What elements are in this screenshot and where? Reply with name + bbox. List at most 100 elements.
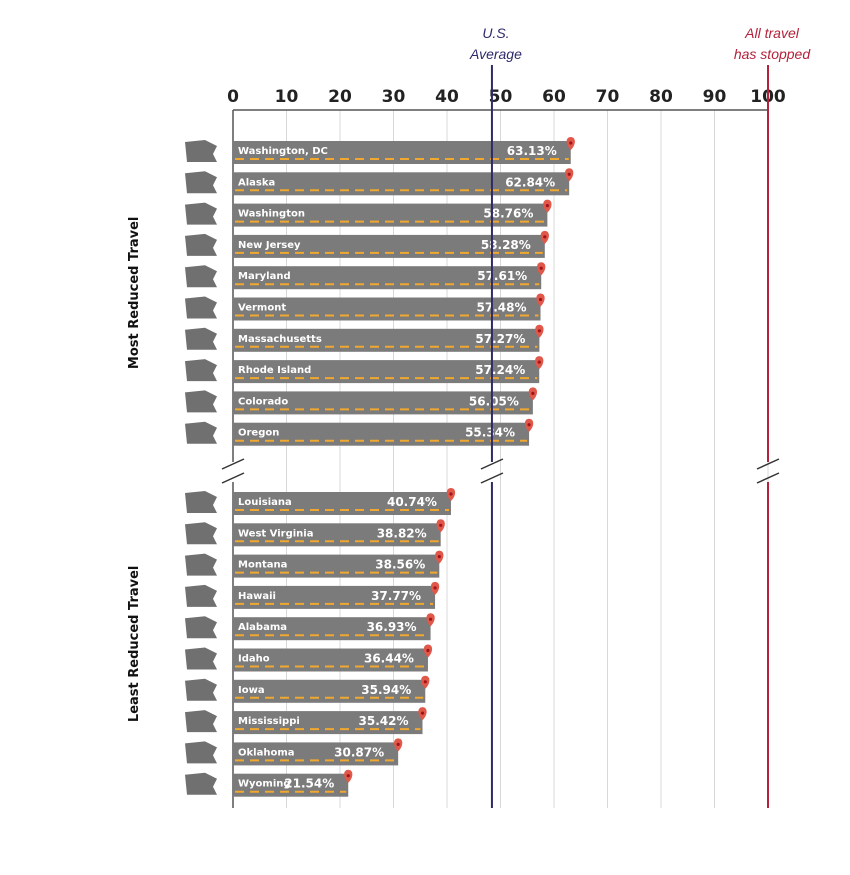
bar-category-label: Alaska	[238, 177, 275, 188]
axis-break-mark	[221, 472, 245, 484]
reference-label: has stopped	[734, 46, 811, 62]
state-shape-icon	[185, 491, 217, 513]
bar-category-label: Massachusetts	[238, 334, 322, 345]
x-tick-label: 80	[649, 87, 673, 107]
bar-category-label: Hawaii	[238, 591, 276, 602]
location-pin-dot	[439, 523, 443, 527]
x-tick-label: 10	[275, 87, 299, 107]
location-pin-dot	[537, 329, 541, 333]
axis-break-mark	[756, 458, 780, 470]
state-shape-icon	[185, 171, 217, 194]
state-shape-icon	[185, 647, 217, 670]
location-pin-dot	[527, 423, 531, 427]
location-pin-dot	[426, 648, 430, 653]
bar-category-label: Maryland	[238, 271, 291, 282]
x-tick-label: 90	[703, 87, 727, 107]
location-pin-dot	[396, 742, 400, 747]
group-label: Most Reduced Travel	[127, 217, 142, 369]
bar-value-label: 57.27%	[475, 332, 525, 346]
state-shape-icon	[185, 584, 217, 607]
reference-label: Average	[469, 46, 522, 62]
axis-break-mark	[480, 472, 504, 484]
state-shape-icon	[185, 741, 217, 764]
bar-value-label: 21.54%	[284, 777, 334, 791]
x-tick-label: 60	[542, 87, 566, 107]
state-shape-icon	[185, 233, 217, 256]
bar-category-label: Colorado	[238, 396, 288, 407]
state-shape-icon	[185, 390, 217, 413]
reference-label: All travel	[744, 25, 800, 41]
location-pin-dot	[569, 141, 573, 145]
state-shape-icon	[185, 140, 217, 162]
bar-category-label: Iowa	[238, 685, 265, 696]
bar-value-label: 55.34%	[465, 426, 515, 440]
state-shape-icon	[185, 772, 217, 795]
axis-break-mark	[480, 458, 504, 470]
bar-category-label: Washington	[238, 209, 305, 220]
group-label: Least Reduced Travel	[127, 566, 142, 722]
location-pin-dot	[437, 555, 441, 559]
location-pin-dot	[346, 774, 350, 778]
bar-value-label: 30.87%	[334, 745, 384, 759]
x-tick-label: 20	[328, 87, 352, 107]
bar-value-label: 35.42%	[359, 714, 409, 728]
state-shape-icon	[185, 202, 217, 225]
bar-value-label: 40.74%	[387, 495, 437, 509]
bar	[233, 422, 530, 446]
state-shape-icon	[185, 421, 217, 444]
location-pin-dot	[433, 586, 437, 590]
bar-category-label: Oregon	[238, 428, 279, 439]
bar-value-label: 57.24%	[475, 363, 525, 377]
location-pin-dot	[531, 391, 535, 395]
bar-value-label: 38.56%	[375, 558, 425, 572]
state-shape-icon	[185, 327, 217, 350]
location-pin-dot	[538, 297, 543, 302]
bar-value-label: 57.48%	[477, 301, 527, 315]
bar-category-label: Alabama	[238, 622, 287, 633]
state-shape-icon	[185, 710, 217, 733]
location-pin-dot	[423, 680, 427, 684]
bar-category-label: Idaho	[238, 654, 270, 665]
state-shape-icon	[185, 616, 217, 639]
bar-category-label: Oklahoma	[238, 747, 294, 758]
bar-category-label: Rhode Island	[238, 365, 311, 376]
location-pin-dot	[543, 235, 547, 239]
x-tick-label: 30	[382, 87, 406, 107]
bar-category-label: Washington, DC	[238, 146, 328, 157]
state-shape-icon	[185, 265, 217, 288]
x-tick-label: 0	[227, 87, 239, 107]
location-pin-dot	[428, 617, 433, 621]
bar-value-label: 36.93%	[367, 620, 417, 634]
x-tick-label: 50	[489, 87, 513, 107]
bar-category-label: Montana	[238, 560, 287, 571]
bar-value-label: 38.82%	[377, 526, 427, 540]
state-shape-icon	[185, 522, 217, 545]
location-pin-dot	[537, 360, 541, 364]
bar-category-label: Louisiana	[238, 497, 292, 508]
axis-break-mark	[221, 458, 245, 470]
bar-category-label: West Virginia	[238, 528, 313, 539]
bar-value-label: 36.44%	[364, 652, 414, 666]
axis-break-mark	[756, 472, 780, 484]
state-shape-icon	[185, 553, 217, 576]
state-shape-icon	[185, 296, 217, 319]
state-shape-icon	[185, 359, 217, 382]
location-pin-dot	[539, 266, 543, 270]
state-shape-icon	[185, 678, 217, 701]
location-pin-dot	[420, 711, 425, 715]
bar-value-label: 63.13%	[507, 144, 557, 158]
bar	[233, 391, 533, 415]
x-tick-label: 40	[435, 87, 459, 107]
x-tick-label: 70	[596, 87, 620, 107]
bar-category-label: Vermont	[238, 303, 286, 314]
bar-value-label: 62.84%	[505, 175, 555, 189]
bar	[233, 773, 349, 797]
bar-category-label: New Jersey	[238, 240, 301, 251]
bar-value-label: 58.76%	[483, 207, 533, 221]
location-pin-dot	[545, 204, 549, 208]
bar-value-label: 58.28%	[481, 238, 531, 252]
reference-label: U.S.	[482, 25, 509, 41]
bar-category-label: Mississippi	[238, 716, 300, 727]
bar-value-label: 37.77%	[371, 589, 421, 603]
